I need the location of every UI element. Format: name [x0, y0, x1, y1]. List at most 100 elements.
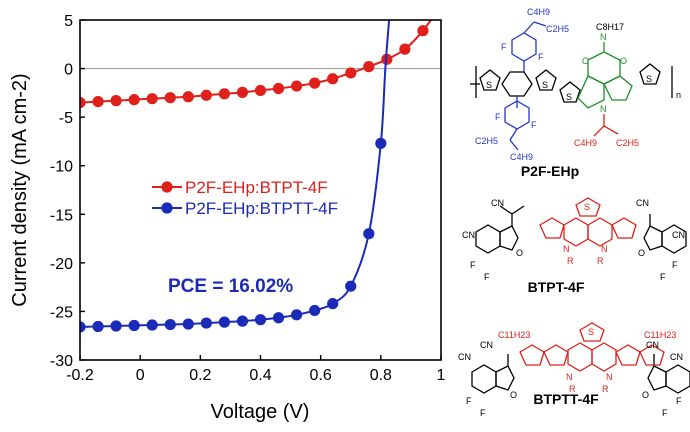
data-point — [254, 84, 267, 97]
polymer-label-n: n — [676, 90, 681, 100]
x-tick-label: -0.2 — [66, 367, 94, 384]
x-tick-label: 0 — [136, 367, 145, 384]
y-axis-label: Current density (mA cm-2) — [9, 73, 31, 306]
red-sidechain — [593, 114, 619, 137]
y-tick-label: -20 — [50, 256, 73, 273]
nitrogen-atom: N — [566, 372, 573, 382]
data-point — [345, 280, 357, 292]
nitrogen-atom: N — [600, 104, 607, 114]
legend-swatch-marker — [161, 202, 173, 214]
polymer-label-c4h9-top: C4H9 — [527, 7, 550, 17]
data-point — [327, 298, 339, 310]
data-point — [146, 93, 158, 105]
fluorine-atom: F — [495, 112, 501, 122]
data-point — [363, 228, 375, 240]
data-point — [345, 67, 357, 79]
data-point — [272, 82, 285, 95]
sulfur-atom: S — [566, 92, 572, 102]
acceptor2-name: BTPTT-4F — [533, 391, 599, 407]
btptt-label-c11h23-right: C11H23 — [644, 330, 676, 340]
btptt-label-cn-1: CN — [480, 340, 493, 350]
data-point — [200, 317, 212, 329]
data-point — [291, 309, 303, 321]
btpt-label-r-right: R — [597, 256, 604, 266]
x-tick-label: 0.4 — [249, 367, 271, 384]
data-point — [236, 315, 249, 327]
legend-label: P2F-EHp:BTPT-4F — [185, 178, 328, 197]
btptt-label-c11h23-left: C11H23 — [498, 330, 530, 340]
polymer-label-c2h5-top: C2H5 — [546, 24, 569, 34]
sulfur-atom: S — [588, 327, 594, 337]
blue-sidechain-top — [511, 21, 547, 72]
legend-swatch-marker — [161, 181, 173, 193]
btpt-label-r-left: R — [567, 256, 574, 266]
btptt-label-r-right: R — [602, 384, 609, 394]
nitrogen-atom: N — [563, 244, 570, 254]
btpt-label-cn-2: CN — [462, 230, 475, 240]
btptt-label-cn-4: CN — [670, 352, 683, 362]
polymer-structure: C4H9 C2H5 F F S S S S n N O O N C8 — [470, 7, 681, 179]
sulfur-atom: S — [584, 202, 590, 212]
data-point — [92, 96, 104, 108]
polymer-label-c4h9-right: C4H9 — [574, 138, 597, 148]
fluorine-atom: F — [466, 396, 472, 406]
btptt-label-r-left: R — [569, 384, 576, 394]
pce-annotation: PCE = 16.02% — [168, 276, 293, 297]
data-point — [254, 314, 267, 326]
y-tick-label: 0 — [64, 62, 73, 79]
data-point — [146, 319, 158, 331]
btpt-label-cn-3: CN — [636, 198, 649, 208]
data-point — [164, 92, 176, 104]
data-point — [417, 25, 429, 37]
polymer-label-c4h9-bottom: C4H9 — [510, 152, 533, 162]
btpt-core — [539, 197, 637, 247]
fluorine-atom: F — [672, 260, 678, 270]
polymer-backbone — [470, 63, 673, 103]
data-point — [110, 320, 122, 332]
oxygen-atom: O — [582, 56, 589, 66]
jv-chart: -0.2 0 0.2 0.4 0.6 0.8 1 5 0 -5 -10 -15 -20 -25 -30 Vo… — [9, 13, 446, 423]
fluorine-atom: F — [484, 272, 490, 282]
legend: P2F-EHp:BTPT-4F P2F-EHp:BTPTT-4F — [152, 178, 338, 218]
x-tick-label: 1 — [437, 367, 446, 384]
fluorine-atom: F — [660, 272, 666, 282]
fluorine-atom: F — [676, 396, 682, 406]
fluorine-atom: F — [531, 120, 537, 130]
data-point — [80, 321, 86, 333]
polymer-label-c8h17: C8H17 — [596, 22, 624, 32]
btpt-label-cn-4: CN — [672, 230, 685, 240]
legend-label: P2F-EHp:BTPTT-4F — [185, 199, 338, 218]
acceptor-btptt-4f-structure: S N N R R C11H23 C11H23 CN CN CN CN F F … — [458, 322, 690, 418]
sulfur-atom: S — [646, 74, 652, 84]
data-point — [309, 77, 321, 89]
data-point — [236, 86, 249, 98]
data-point — [363, 61, 375, 73]
data-point — [200, 89, 212, 101]
data-point — [375, 137, 387, 149]
data-point — [399, 43, 411, 55]
data-point — [164, 318, 176, 331]
blue-sidechain-bottom — [504, 96, 530, 151]
y-tick-label: -10 — [50, 159, 73, 176]
data-point — [309, 304, 321, 317]
nitrogen-atom: N — [600, 32, 607, 42]
x-tick-label: 0.8 — [370, 367, 392, 384]
data-point — [92, 320, 104, 333]
polymer-label-c2h5-right: C2H5 — [616, 138, 639, 148]
data-point — [272, 312, 285, 324]
data-point — [110, 95, 122, 107]
y-tick-label: -25 — [50, 304, 73, 321]
fluorine-atom: F — [480, 408, 486, 418]
btptt-core — [519, 322, 665, 372]
oxygen-atom: O — [638, 248, 645, 258]
acceptor1-name: BTPT-4F — [528, 279, 585, 295]
data-point — [218, 88, 230, 100]
data-point — [182, 91, 194, 103]
data-point — [218, 316, 230, 328]
oxygen-atom: O — [620, 56, 627, 66]
data-point — [80, 96, 86, 109]
oxygen-atom: O — [516, 248, 523, 258]
sulfur-atom: S — [542, 80, 548, 90]
green-core — [577, 42, 633, 109]
